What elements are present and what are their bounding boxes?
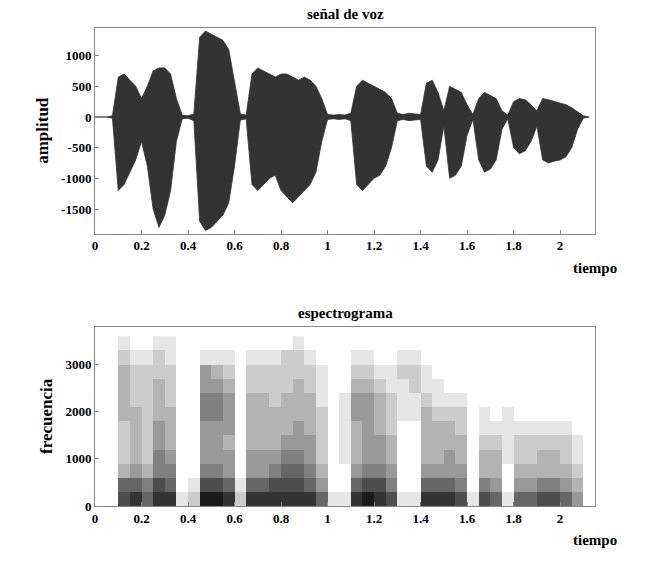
svg-text:0: 0 bbox=[92, 511, 99, 526]
svg-text:0.2: 0.2 bbox=[133, 238, 149, 253]
svg-text:espectrograma: espectrograma bbox=[298, 305, 393, 321]
svg-text:0.6: 0.6 bbox=[226, 511, 243, 526]
svg-text:2000: 2000 bbox=[65, 404, 91, 419]
svg-text:0.8: 0.8 bbox=[273, 238, 290, 253]
svg-text:1: 1 bbox=[324, 511, 331, 526]
svg-text:2: 2 bbox=[557, 511, 564, 526]
svg-text:2: 2 bbox=[557, 238, 564, 253]
svg-text:-1500: -1500 bbox=[61, 202, 91, 217]
svg-text:1.4: 1.4 bbox=[412, 238, 429, 253]
svg-text:0.4: 0.4 bbox=[180, 511, 197, 526]
svg-text:1.8: 1.8 bbox=[505, 238, 522, 253]
svg-text:1000: 1000 bbox=[65, 48, 91, 63]
svg-text:señal de voz: señal de voz bbox=[307, 6, 384, 22]
svg-text:0: 0 bbox=[85, 499, 92, 514]
svg-text:1.2: 1.2 bbox=[366, 238, 382, 253]
svg-text:tiempo: tiempo bbox=[573, 532, 617, 548]
svg-text:0: 0 bbox=[92, 238, 99, 253]
svg-text:1: 1 bbox=[324, 238, 331, 253]
svg-text:1.8: 1.8 bbox=[505, 511, 522, 526]
svg-text:1.6: 1.6 bbox=[459, 238, 476, 253]
svg-text:1.2: 1.2 bbox=[366, 511, 382, 526]
svg-text:500: 500 bbox=[72, 79, 92, 94]
svg-text:1.6: 1.6 bbox=[459, 511, 476, 526]
svg-text:0: 0 bbox=[85, 110, 92, 125]
svg-text:amplitud: amplitud bbox=[33, 97, 52, 164]
svg-text:0.6: 0.6 bbox=[226, 238, 243, 253]
svg-text:tiempo: tiempo bbox=[573, 260, 617, 276]
svg-text:-1000: -1000 bbox=[61, 171, 91, 186]
svg-text:1000: 1000 bbox=[65, 451, 91, 466]
svg-text:0.2: 0.2 bbox=[133, 511, 149, 526]
svg-text:-500: -500 bbox=[68, 140, 92, 155]
svg-text:0.8: 0.8 bbox=[273, 511, 290, 526]
svg-text:frecuencia: frecuencia bbox=[37, 378, 56, 454]
svg-text:0.4: 0.4 bbox=[180, 238, 197, 253]
svg-text:1.4: 1.4 bbox=[412, 511, 429, 526]
svg-text:3000: 3000 bbox=[65, 357, 91, 372]
